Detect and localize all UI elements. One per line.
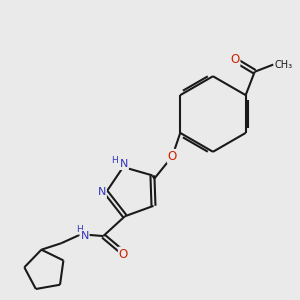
- Text: CH₃: CH₃: [274, 60, 292, 70]
- Text: N: N: [120, 159, 128, 169]
- Text: H: H: [76, 225, 83, 234]
- Text: H: H: [111, 156, 118, 165]
- Text: N: N: [98, 187, 106, 197]
- Text: O: O: [230, 53, 239, 66]
- Text: N: N: [80, 231, 89, 241]
- Text: O: O: [119, 248, 128, 261]
- Text: O: O: [168, 150, 177, 163]
